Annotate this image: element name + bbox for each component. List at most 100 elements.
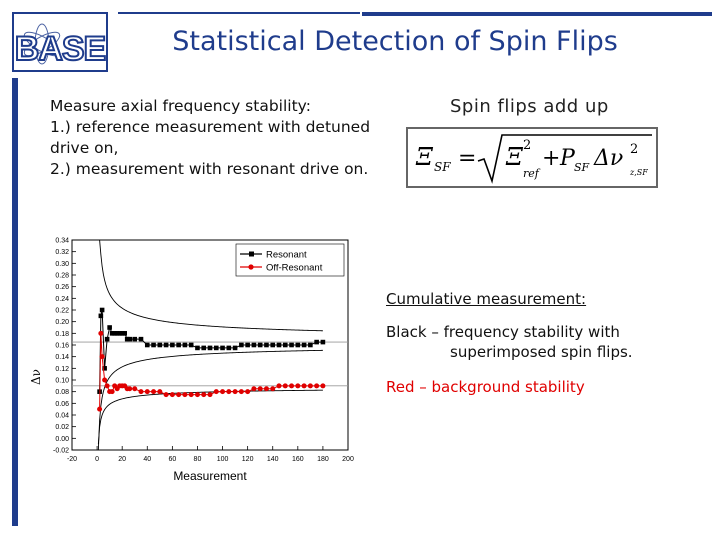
y-tick-label: 0.14 bbox=[55, 354, 69, 361]
off-resonant-point bbox=[157, 389, 163, 395]
x-tick-label: 40 bbox=[143, 456, 151, 463]
x-tick-label: -20 bbox=[67, 456, 77, 463]
y-tick-label: 0.06 bbox=[55, 401, 69, 408]
red-description: Red – background stability bbox=[386, 378, 585, 396]
legend-box bbox=[235, 243, 345, 277]
resonant-point bbox=[314, 339, 319, 345]
x-tick-label: 200 bbox=[342, 456, 354, 463]
x-tick-label: 100 bbox=[217, 456, 229, 463]
resonant-point bbox=[276, 342, 282, 348]
resonant-point bbox=[251, 342, 257, 348]
y-tick-label: 0.02 bbox=[55, 424, 69, 431]
legend-marker-off-resonant bbox=[248, 264, 254, 270]
top-rule-thin bbox=[118, 12, 360, 14]
off-resonant-point bbox=[220, 389, 226, 395]
off-resonant-point bbox=[138, 389, 144, 395]
resonant-point bbox=[170, 342, 175, 348]
off-resonant-point bbox=[97, 406, 103, 412]
black-description: Black – frequency stability with superim… bbox=[386, 322, 686, 362]
resonant-point bbox=[182, 342, 188, 348]
base-logo: BASE bbox=[12, 12, 108, 72]
intro-line-2: 1.) reference measurement with detuned d… bbox=[50, 118, 371, 157]
off-resonant-point bbox=[245, 389, 251, 395]
y-tick-label: 0.20 bbox=[55, 319, 69, 326]
logo-text: BASE bbox=[15, 30, 106, 68]
off-resonant-point bbox=[188, 392, 194, 398]
y-tick-label: 0.28 bbox=[55, 273, 69, 280]
intro-line-1: Measure axial frequency stability: bbox=[50, 97, 311, 115]
formula-term1-sub: ref bbox=[523, 167, 541, 180]
resonant-point bbox=[144, 342, 150, 348]
off-resonant-point bbox=[276, 383, 282, 389]
off-resonant-point bbox=[194, 392, 200, 398]
resonant-point bbox=[157, 342, 163, 348]
resonant-point bbox=[114, 331, 120, 336]
envelope-lower-offresonant bbox=[97, 389, 323, 445]
intro-line-3: 2.) measurement with resonant drive on. bbox=[50, 160, 369, 178]
black-desc-line-2: superimposed spin flips. bbox=[450, 343, 633, 361]
y-tick-label: 0.30 bbox=[55, 261, 69, 268]
resonant-point bbox=[264, 342, 269, 348]
resonant-point bbox=[127, 336, 133, 342]
formula-term2-symbol: P bbox=[559, 146, 576, 171]
off-resonant-point bbox=[169, 392, 175, 398]
off-resonant-point bbox=[201, 392, 207, 398]
x-tick-label: 20 bbox=[118, 456, 126, 463]
x-tick-label: 160 bbox=[292, 456, 304, 463]
legend-marker-resonant bbox=[249, 251, 254, 257]
formula-lhs-sub: SF bbox=[434, 160, 451, 174]
off-resonant-point bbox=[238, 389, 244, 395]
y-tick-label: 0.04 bbox=[55, 413, 69, 420]
off-resonant-point bbox=[320, 383, 326, 389]
y-tick-label: 0.18 bbox=[55, 331, 69, 338]
formula-plus: + bbox=[542, 146, 560, 171]
y-tick-label: 0.22 bbox=[55, 308, 69, 315]
resonant-point bbox=[163, 342, 169, 348]
resonant-point bbox=[195, 345, 200, 351]
off-resonant-point bbox=[127, 386, 133, 392]
off-resonant-point bbox=[144, 389, 150, 395]
x-tick-label: 0 bbox=[95, 456, 99, 463]
off-resonant-point bbox=[270, 386, 276, 392]
x-tick-label: 140 bbox=[267, 456, 279, 463]
formula-equals: = bbox=[458, 146, 476, 171]
stability-chart: -20 0 20 40 60 80 100 120 140 160 180 200 -0.02 0.00 0… bbox=[29, 238, 354, 484]
resonant-point bbox=[245, 342, 250, 348]
off-resonant-point bbox=[289, 383, 295, 389]
resonant-point bbox=[138, 336, 144, 342]
off-resonant-point bbox=[132, 386, 138, 392]
envelope-lower-resonant bbox=[97, 349, 323, 451]
spin-flips-heading: Spin flips add up bbox=[450, 96, 609, 117]
off-resonant-point bbox=[182, 392, 188, 398]
y-tick-label: 0.24 bbox=[55, 296, 69, 303]
resonant-point bbox=[232, 345, 238, 351]
slide-title: Statistical Detection of Spin Flips bbox=[172, 26, 618, 57]
off-resonant-point bbox=[307, 383, 313, 389]
resonant-point bbox=[104, 336, 110, 342]
formula-term2-sub: SF bbox=[574, 161, 590, 174]
off-resonant-point bbox=[257, 386, 263, 392]
formula-term1-symbol: Ξ bbox=[505, 143, 524, 171]
black-desc-line-1: Black – frequency stability with bbox=[386, 323, 620, 341]
off-resonant-point bbox=[295, 383, 301, 389]
resonant-point bbox=[151, 342, 156, 348]
y-tick-label: 0.26 bbox=[55, 284, 69, 291]
resonant-point bbox=[132, 336, 138, 342]
envelope-upper-resonant bbox=[98, 239, 323, 332]
off-resonant-point bbox=[251, 386, 257, 392]
y-axis-label: Δν bbox=[29, 369, 43, 385]
resonant-point bbox=[295, 342, 301, 348]
off-resonant-point bbox=[163, 392, 169, 398]
formula-term1-sup: 2 bbox=[523, 138, 531, 153]
formula-term3-sub: z,SF bbox=[629, 168, 648, 177]
y-tick-label: 0.10 bbox=[55, 378, 69, 385]
formula-lhs-symbol: Ξ bbox=[415, 143, 434, 171]
resonant-point bbox=[176, 342, 181, 348]
resonant-point bbox=[122, 331, 127, 336]
x-tick-label: 120 bbox=[242, 456, 254, 463]
off-resonant-point bbox=[104, 383, 110, 389]
resonant-point bbox=[99, 307, 105, 313]
off-resonant-point bbox=[109, 389, 115, 395]
legend-label: Resonant bbox=[266, 250, 307, 261]
off-resonant-point bbox=[226, 389, 232, 395]
